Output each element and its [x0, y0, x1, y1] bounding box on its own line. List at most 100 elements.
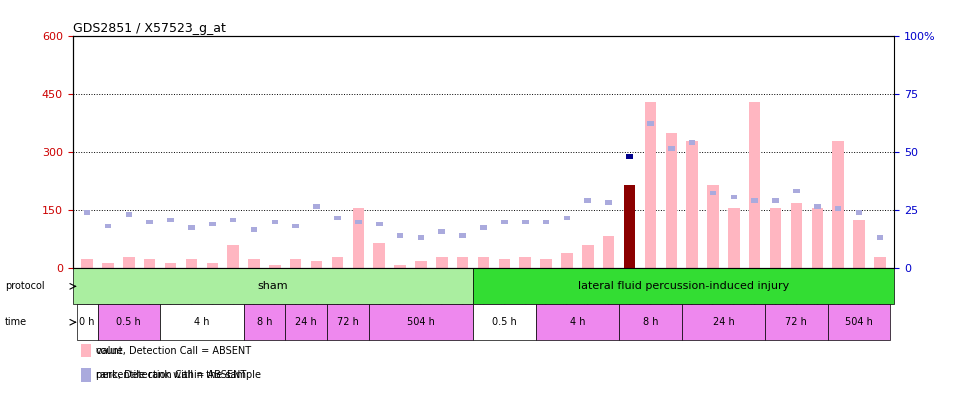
Bar	[770, 209, 781, 269]
Bar	[103, 262, 114, 269]
Bar	[80, 368, 91, 382]
Bar	[80, 368, 91, 382]
Text: count: count	[96, 345, 123, 356]
Text: value, Detection Call = ABSENT: value, Detection Call = ABSENT	[96, 345, 250, 356]
Bar	[561, 253, 572, 269]
Bar	[749, 102, 760, 269]
Text: time: time	[5, 317, 27, 327]
Bar	[76, 304, 98, 340]
Bar	[80, 344, 91, 357]
Text: 24 h: 24 h	[713, 317, 734, 327]
Bar	[368, 304, 473, 340]
Bar	[605, 200, 612, 205]
Bar	[473, 304, 536, 340]
Text: 72 h: 72 h	[785, 317, 807, 327]
Bar	[123, 257, 134, 269]
Bar	[541, 259, 552, 269]
Bar	[438, 229, 445, 234]
Bar	[682, 304, 765, 340]
Bar	[327, 304, 368, 340]
Bar	[332, 257, 343, 269]
Bar	[481, 226, 486, 230]
Text: 8 h: 8 h	[643, 317, 659, 327]
Bar	[668, 146, 675, 151]
Bar	[624, 185, 635, 269]
Bar	[710, 191, 717, 195]
Bar	[619, 304, 682, 340]
Text: 504 h: 504 h	[845, 317, 873, 327]
Bar	[730, 194, 737, 199]
Bar	[689, 141, 695, 145]
Bar	[456, 257, 468, 269]
Bar	[459, 233, 466, 238]
Bar	[478, 257, 489, 269]
Bar	[791, 202, 803, 269]
Bar	[811, 209, 823, 269]
Bar	[81, 259, 93, 269]
Bar	[290, 259, 302, 269]
Bar	[876, 235, 883, 240]
Bar	[164, 262, 176, 269]
Text: 0 h: 0 h	[79, 317, 95, 327]
Bar	[536, 304, 619, 340]
Text: 8 h: 8 h	[256, 317, 272, 327]
Bar	[395, 264, 406, 269]
Bar	[207, 262, 218, 269]
Bar	[227, 245, 239, 269]
Bar	[249, 259, 260, 269]
Bar	[418, 235, 425, 240]
Bar	[765, 304, 828, 340]
Bar	[292, 224, 299, 228]
Bar	[687, 141, 698, 269]
Bar	[285, 304, 327, 340]
Bar	[564, 216, 571, 220]
Text: 0.5 h: 0.5 h	[492, 317, 516, 327]
Text: percentile rank within the sample: percentile rank within the sample	[96, 370, 260, 380]
Bar	[161, 304, 244, 340]
Text: 72 h: 72 h	[337, 317, 359, 327]
Bar	[244, 304, 285, 340]
Bar	[396, 233, 403, 238]
Text: 0.5 h: 0.5 h	[116, 317, 141, 327]
Bar	[144, 259, 156, 269]
Bar	[647, 121, 654, 126]
Text: 24 h: 24 h	[295, 317, 317, 327]
Text: GDS2851 / X57523_g_at: GDS2851 / X57523_g_at	[73, 22, 225, 35]
Bar	[167, 218, 174, 222]
Bar	[376, 222, 383, 226]
Bar	[499, 259, 511, 269]
Bar	[519, 257, 531, 269]
Bar	[473, 269, 894, 304]
Bar	[146, 220, 153, 224]
Bar	[624, 185, 635, 269]
Bar	[186, 259, 197, 269]
Bar	[250, 228, 257, 232]
Bar	[751, 198, 758, 203]
Bar	[582, 245, 594, 269]
Bar	[126, 212, 132, 217]
Bar	[373, 243, 385, 269]
Text: 504 h: 504 h	[407, 317, 435, 327]
Bar	[835, 206, 841, 211]
Bar	[415, 261, 426, 269]
Bar	[80, 344, 91, 357]
Bar	[874, 257, 886, 269]
Bar	[645, 102, 657, 269]
Bar	[272, 220, 278, 224]
Text: 4 h: 4 h	[194, 317, 210, 327]
Bar	[707, 185, 718, 269]
Bar	[814, 204, 821, 209]
Bar	[542, 220, 549, 224]
Bar	[355, 220, 362, 224]
Bar	[828, 304, 891, 340]
Bar	[230, 218, 237, 222]
Bar	[310, 261, 322, 269]
Bar	[84, 210, 91, 215]
Bar	[98, 304, 161, 340]
Bar	[436, 257, 448, 269]
Bar	[856, 210, 863, 215]
Bar	[833, 141, 844, 269]
Text: 4 h: 4 h	[570, 317, 585, 327]
Bar	[522, 220, 529, 224]
Bar	[773, 198, 778, 203]
